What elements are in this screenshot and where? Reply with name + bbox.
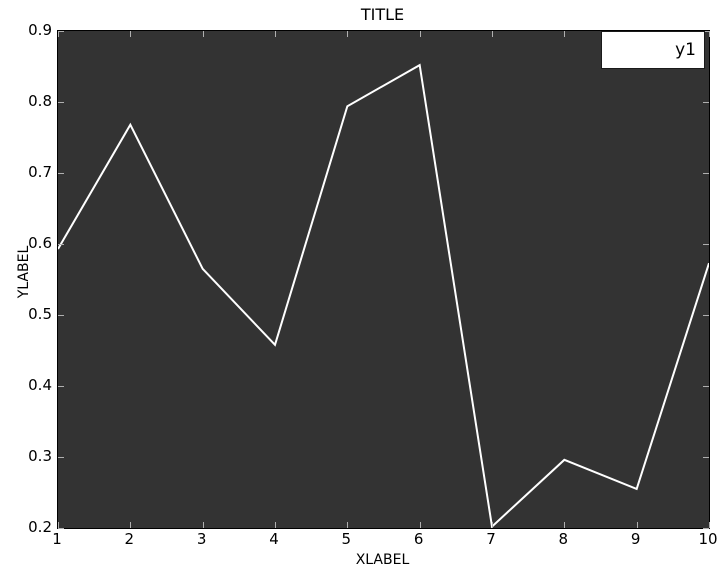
y-tick-label: 0.3 xyxy=(28,447,52,465)
y-tick-mark xyxy=(58,31,64,32)
x-tick-label: 1 xyxy=(52,530,62,548)
y-tick-label: 0.7 xyxy=(28,163,52,181)
y-tick-mark xyxy=(58,386,64,387)
x-tick-mark xyxy=(275,522,276,528)
y-tick-mark xyxy=(703,528,709,529)
x-tick-mark xyxy=(130,522,132,528)
x-tick-mark xyxy=(564,522,566,528)
page-title: TITLE xyxy=(360,5,405,24)
y-axis-label: YLABEL xyxy=(16,245,32,299)
x-tick-label: 6 xyxy=(413,530,424,548)
y-tick-mark xyxy=(703,31,709,32)
y-tick-mark xyxy=(58,102,64,103)
legend-entry-y1: y1 xyxy=(675,40,696,60)
legend-box[interactable]: y1 xyxy=(601,31,705,69)
y-tick-mark xyxy=(58,173,64,174)
x-tick-mark xyxy=(347,522,349,528)
x-tick-mark xyxy=(709,522,710,528)
y-tick-label: 0.9 xyxy=(28,21,52,39)
y-tick-mark xyxy=(703,102,709,103)
x-tick-mark xyxy=(202,522,204,528)
x-tick-mark xyxy=(636,522,638,528)
y-tick-mark xyxy=(703,244,709,245)
y-tick-label: 0.8 xyxy=(28,92,52,110)
line-series-y1 xyxy=(58,63,709,528)
x-tick-label: 8 xyxy=(558,530,569,548)
y-tick-mark xyxy=(703,457,709,458)
x-tick-mark xyxy=(492,31,493,37)
y-tick-label: 0.5 xyxy=(28,305,52,323)
x-tick-mark xyxy=(202,31,204,37)
x-tick-mark xyxy=(58,31,59,37)
x-tick-label: 9 xyxy=(630,530,641,548)
plot-area xyxy=(57,30,710,529)
x-tick-label: 2 xyxy=(124,530,135,548)
y-tick-label: 0.2 xyxy=(28,518,52,536)
y-tick-mark xyxy=(703,386,709,387)
x-tick-label: 3 xyxy=(196,530,207,548)
x-tick-label: 4 xyxy=(269,530,279,548)
x-tick-mark xyxy=(130,31,132,37)
x-tick-mark xyxy=(709,31,710,37)
x-axis-label: XLABEL xyxy=(355,552,410,568)
x-tick-mark xyxy=(419,522,421,528)
y-tick-label: 0.6 xyxy=(28,234,52,252)
x-tick-label: 10 xyxy=(698,530,718,548)
x-tick-mark xyxy=(275,31,276,37)
y-tick-mark xyxy=(58,315,64,316)
y-tick-label: 0.4 xyxy=(28,376,52,394)
x-tick-mark xyxy=(58,522,59,528)
x-tick-mark xyxy=(564,31,566,37)
y-tick-mark xyxy=(58,457,64,458)
x-tick-mark xyxy=(419,31,421,37)
x-tick-label: 7 xyxy=(486,530,496,548)
x-tick-mark xyxy=(492,522,493,528)
y-tick-mark xyxy=(58,244,64,245)
y-tick-mark xyxy=(58,528,64,529)
x-tick-label: 5 xyxy=(341,530,352,548)
x-tick-mark xyxy=(347,31,349,37)
y-tick-mark xyxy=(703,173,709,174)
line-series-svg xyxy=(58,63,709,528)
y-tick-mark xyxy=(703,315,709,316)
